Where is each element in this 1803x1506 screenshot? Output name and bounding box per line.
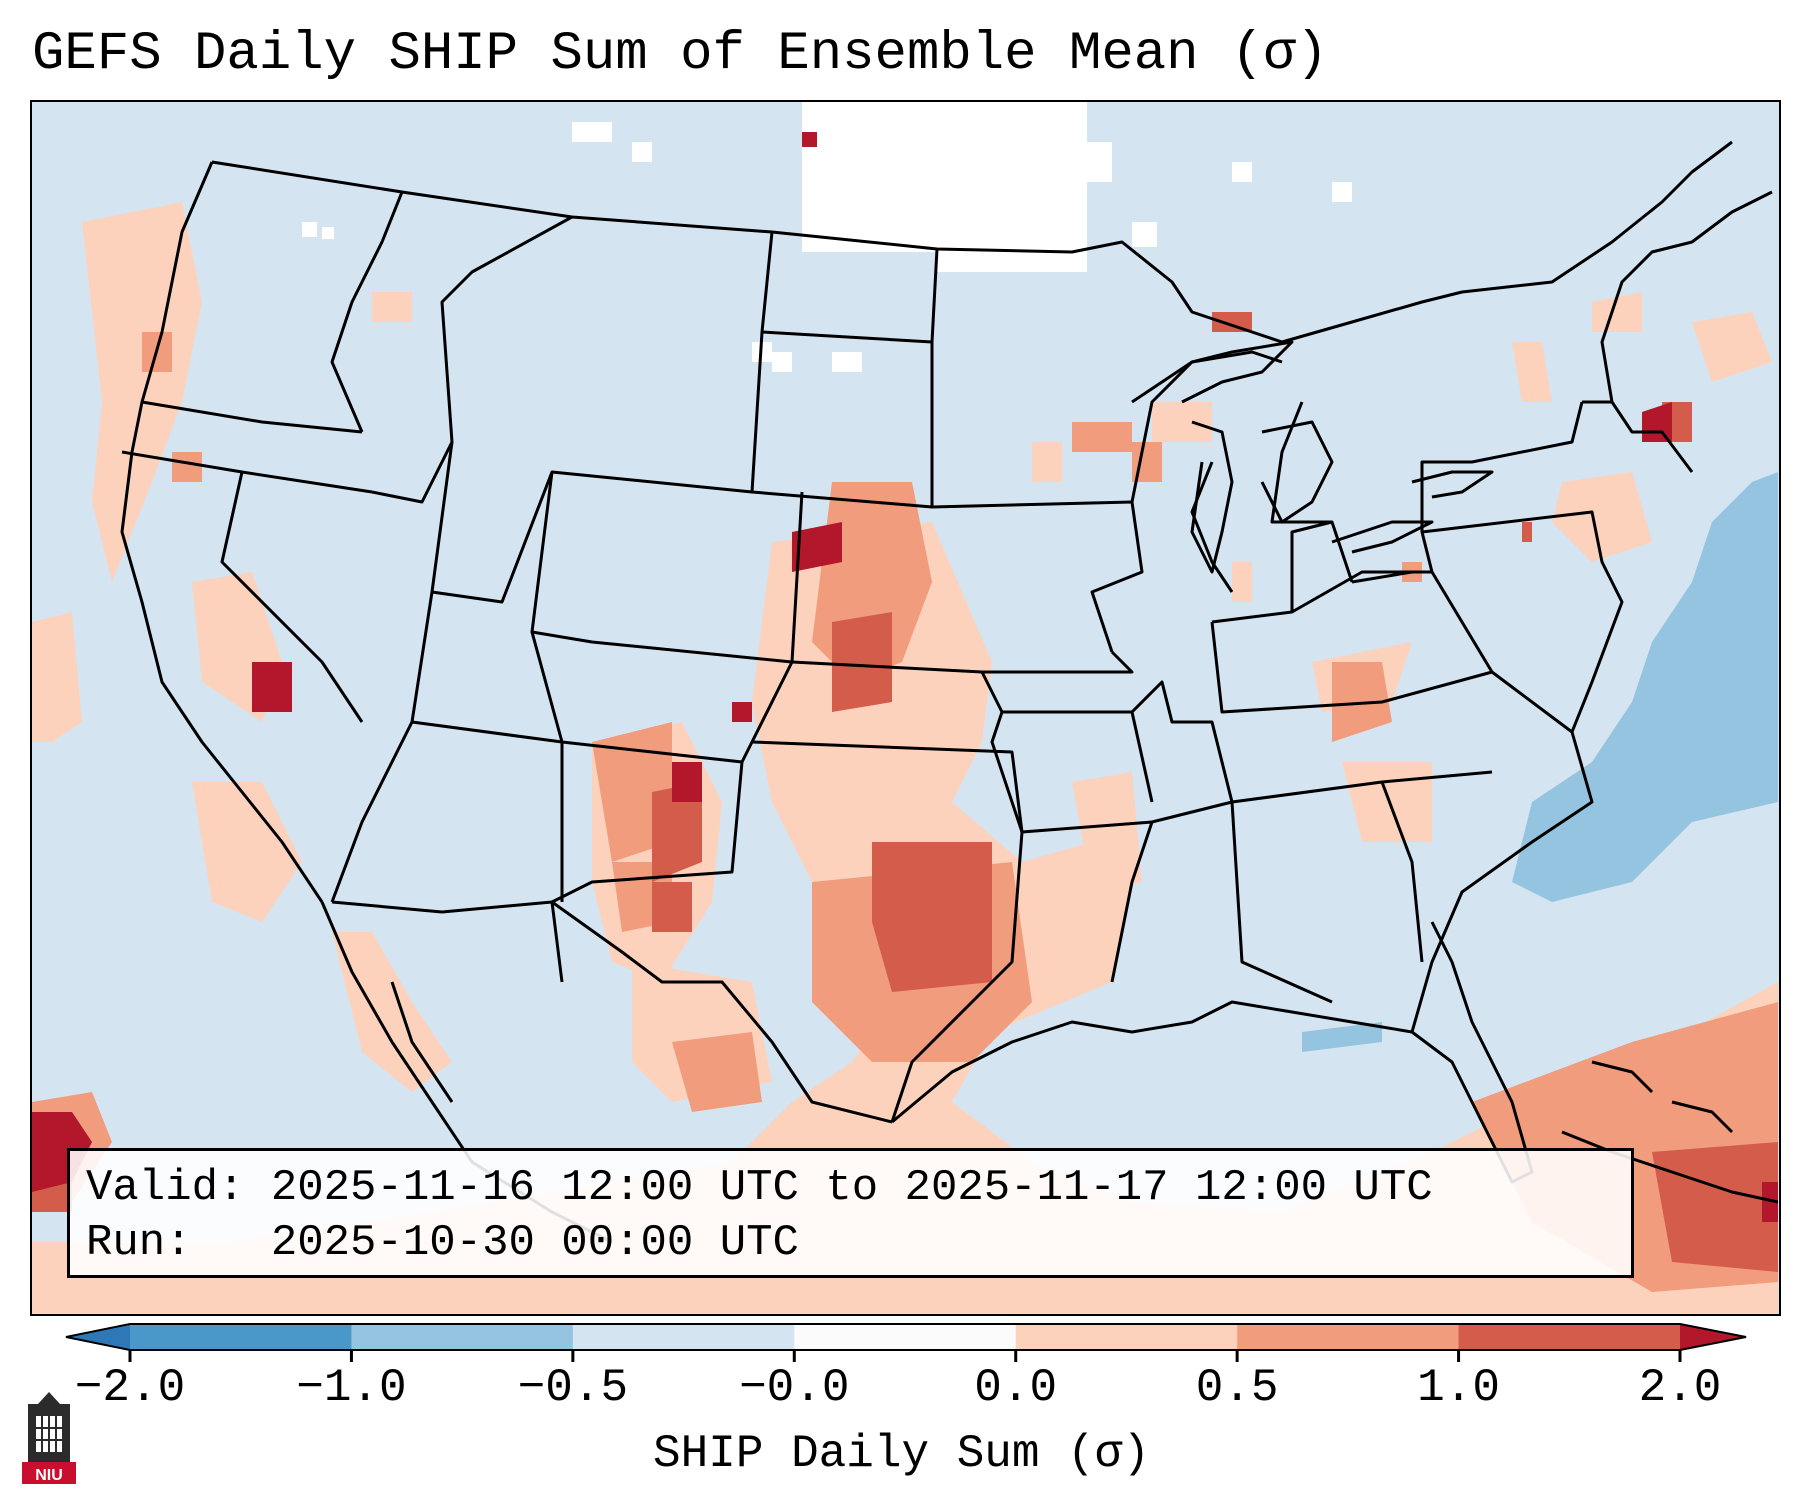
colorbar-tick-label: 2.0 — [1638, 1362, 1722, 1414]
colorbar-ticks — [128, 1350, 1682, 1362]
logo-text: NIU — [35, 1467, 63, 1484]
colorbar-segment — [572, 1324, 795, 1350]
colorbar-label: SHIP Daily Sum (σ) — [653, 1428, 1150, 1480]
colorbar-segment — [1015, 1324, 1238, 1350]
colorbar-tick-label: 0.0 — [974, 1362, 1058, 1414]
valid-label: Valid: — [86, 1163, 245, 1213]
colorbar — [65, 1323, 1747, 1362]
run-label: Run: — [86, 1218, 192, 1268]
page-title: GEFS Daily SHIP Sum of Ensemble Mean (σ) — [32, 24, 1329, 85]
colorbar-extend-low — [66, 1324, 130, 1350]
map-canvas — [32, 102, 1778, 1313]
colorbar-tick-label: −1.0 — [296, 1362, 407, 1414]
colorbar-extend-high — [1680, 1324, 1746, 1350]
colorbar-segment — [1237, 1324, 1460, 1350]
colorbar-segment — [130, 1324, 352, 1350]
colorbar-segment — [794, 1324, 1017, 1350]
state-borders — [120, 140, 1778, 1244]
map-panel[interactable] — [30, 100, 1781, 1316]
colorbar-outline — [65, 1323, 1747, 1351]
no-data-patches — [302, 102, 1352, 372]
colorbar-tick-label: −2.0 — [74, 1362, 186, 1414]
university-tower-icon: NIU — [22, 1392, 76, 1484]
run-value: 2025-10-30 00:00 UTC — [270, 1218, 799, 1268]
valid-value: 2025-11-16 12:00 UTC to 2025-11-17 12:00… — [270, 1163, 1433, 1213]
colorbar-segment — [1458, 1324, 1681, 1350]
anomaly-negative — [1302, 472, 1778, 1052]
colorbar-tick-label: 1.0 — [1417, 1362, 1500, 1414]
colorbar-tick-label: −0.0 — [739, 1362, 850, 1414]
colorbar-segment — [351, 1324, 574, 1350]
colorbar-segments — [66, 1324, 1746, 1350]
colorbar-tick-label: −0.5 — [517, 1362, 629, 1414]
colorbar-tick-label: 0.5 — [1195, 1362, 1279, 1414]
validity-info-box: Valid: 2025-11-16 12:00 UTC to 2025-11-1… — [67, 1148, 1634, 1278]
